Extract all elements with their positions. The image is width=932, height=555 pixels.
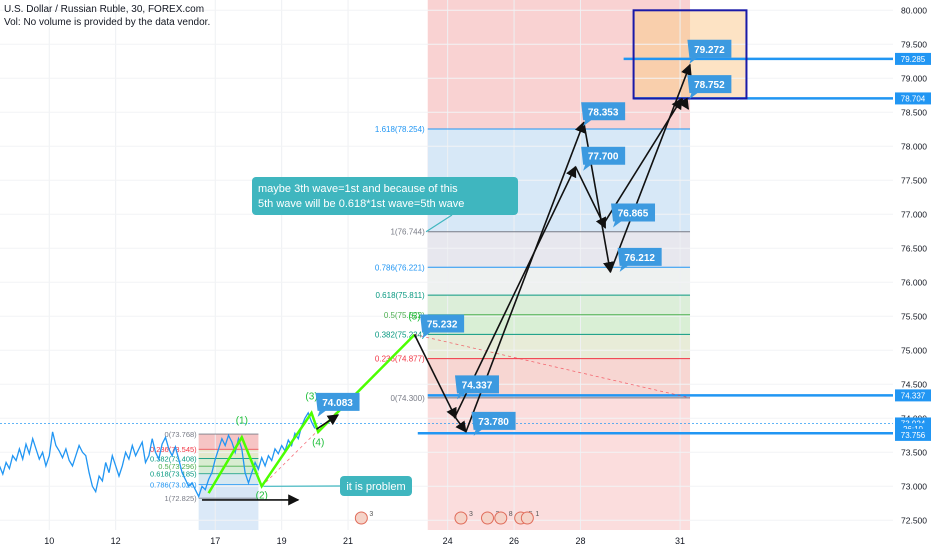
axis-price-label-5: 73.756: [901, 431, 926, 440]
date-tick-2: 17: [210, 536, 220, 546]
annotation-text-problem: it is problem: [346, 481, 405, 493]
large-fib-label-5: 0.382(75.234): [375, 330, 425, 339]
event-count-5: 1: [535, 511, 539, 518]
price-tick-13: 79.000: [901, 73, 927, 83]
price-callout-text-1: 74.083: [322, 398, 353, 409]
price-tick-15: 80.000: [901, 5, 927, 15]
small-fib-zone-3: [199, 466, 259, 474]
large-fib-label-6: 0.236(74.877): [375, 355, 425, 364]
large-fib-label-1: 1(76.744): [390, 228, 425, 237]
price-callout-text-9: 78.752: [694, 80, 725, 91]
price-callout-text-3: 73.780: [478, 417, 509, 428]
price-callout-text-8: 79.272: [694, 45, 725, 56]
date-tick-7: 28: [575, 536, 585, 546]
price-callout-text-0: 75.232: [427, 320, 458, 331]
event-count-3: 8: [509, 511, 513, 518]
event-flag-icon-5[interactable]: [521, 512, 533, 524]
date-tick-5: 24: [443, 536, 453, 546]
axis-price-label-1: 78.704: [901, 94, 926, 103]
price-callout-text-2: 74.337: [462, 380, 493, 391]
price-callout-text-4: 78.353: [588, 107, 619, 118]
price-tick-7: 76.000: [901, 277, 927, 287]
price-tick-9: 77.000: [901, 209, 927, 219]
small-fib-label-0: 0(73.768): [165, 430, 198, 439]
large-fib-label-7: 0(74.300): [390, 394, 425, 403]
large-fib-zone-4: [428, 334, 690, 358]
price-tick-2: 73.500: [901, 447, 927, 457]
annotation-text-wave-line2: 5th wave will be 0.618*1st wave=5th wave: [258, 198, 464, 210]
price-callout-text-5: 77.700: [588, 152, 619, 163]
date-tick-8: 31: [675, 536, 685, 546]
wave-label-0: (1): [236, 416, 248, 427]
date-tick-6: 26: [509, 536, 519, 546]
event-count-1: 3: [469, 511, 473, 518]
date-tick-1: 12: [111, 536, 121, 546]
price-tick-1: 73.000: [901, 481, 927, 491]
chart-title: U.S. Dollar / Russian Ruble, 30, FOREX.c…: [4, 4, 204, 15]
large-fib-zone-3: [428, 315, 690, 335]
small-fib-label-4: 0.618(73.185): [150, 470, 197, 479]
price-tick-6: 75.500: [901, 311, 927, 321]
price-tick-10: 77.500: [901, 175, 927, 185]
event-count-0: 3: [369, 511, 373, 518]
large-fib-label-3: 0.618(75.811): [376, 291, 426, 300]
event-flag-icon-3[interactable]: [495, 512, 507, 524]
date-tick-4: 21: [343, 536, 353, 546]
projection-arrow-10[interactable]: [317, 415, 339, 429]
wave-label-4: (5): [408, 312, 420, 323]
price-tick-5: 75.000: [901, 345, 927, 355]
event-flag-icon-1[interactable]: [455, 512, 467, 524]
axis-price-label-0: 79.285: [901, 55, 926, 64]
date-tick-0: 10: [44, 536, 54, 546]
price-callout-text-7: 76.212: [624, 253, 655, 264]
price-tick-11: 78.000: [901, 141, 927, 151]
date-tick-3: 19: [277, 536, 287, 546]
small-fib-label-6: 1(72.825): [165, 494, 198, 503]
event-flag-icon-2[interactable]: [482, 512, 494, 524]
large-fib-zone-2: [428, 295, 690, 315]
axis-price-label-2: 74.337: [901, 391, 926, 400]
large-fib-label-0: 1.618(78.254): [375, 125, 425, 134]
wave-label-3: (4): [312, 438, 324, 449]
large-fib-label-2: 0.786(76.221): [375, 263, 425, 272]
price-tick-12: 78.500: [901, 107, 927, 117]
price-tick-4: 74.500: [901, 379, 927, 389]
annotation-text-wave-line1: maybe 3th wave=1st and because of this: [258, 183, 458, 195]
price-callout-text-6: 76.865: [618, 208, 649, 219]
price-tick-14: 79.500: [901, 39, 927, 49]
event-flag-icon-0[interactable]: [355, 512, 367, 524]
large-fib-zone-1: [428, 267, 690, 295]
price-tick-0: 72.500: [901, 515, 927, 525]
volume-note: Vol: No volume is provided by the data v…: [4, 17, 210, 28]
price-tick-8: 76.500: [901, 243, 927, 253]
